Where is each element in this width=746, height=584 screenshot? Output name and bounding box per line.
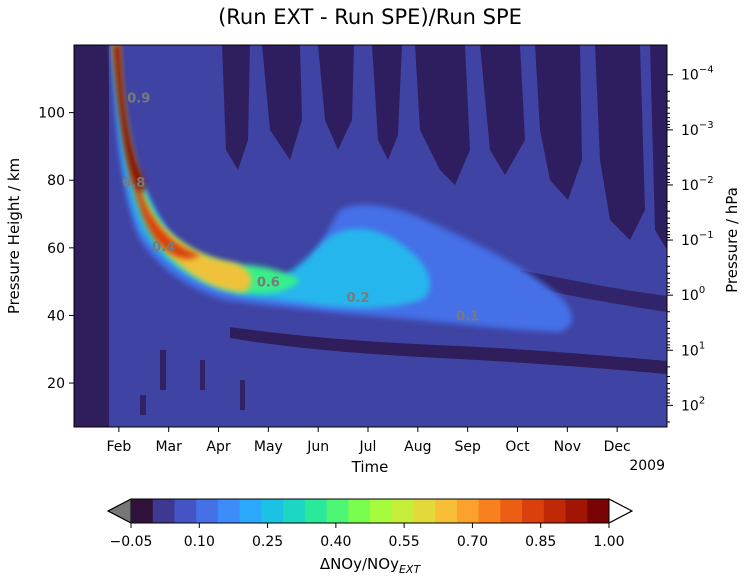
x-tick-label: Dec	[604, 439, 631, 455]
x-tick-label: Aug	[404, 439, 431, 455]
contour-label: 0.9	[127, 91, 150, 106]
colorbar-swatch	[565, 499, 588, 523]
colorbar-swatch	[456, 499, 480, 523]
colorbar-tick-label: 0.25	[252, 534, 283, 550]
x-tick-label: Nov	[554, 439, 581, 455]
colorbar-swatch	[196, 499, 219, 523]
colorbar-label-sub: EXT	[399, 563, 421, 576]
y2-tick-label: 10−2	[681, 175, 714, 194]
colorbar-swatch	[261, 499, 284, 523]
y-tick-label: 80	[47, 173, 65, 189]
colorbar-swatch	[413, 499, 436, 523]
colorbar-swatch	[326, 499, 349, 523]
heatmap-field	[74, 45, 667, 427]
field-dark-upper-right	[520, 270, 667, 312]
colorbar-swatch	[543, 499, 567, 523]
colorbar-tick-label: 0.10	[184, 534, 215, 550]
x-tick-label: Jun	[306, 439, 329, 455]
colorbar-swatch	[131, 499, 154, 523]
y2-axis-label: Pressure / hPa	[723, 187, 741, 293]
colorbar-extend-high	[608, 498, 634, 524]
x-tick-label: Apr	[206, 439, 230, 455]
field-darkred-core	[114, 45, 146, 192]
y2-tick-label: 10−1	[681, 230, 714, 249]
colorbar-tick-label: −0.05	[110, 534, 153, 550]
contour-label: 0.2	[347, 291, 370, 306]
contour-labels: 0.1 0.2 0.6 0.4 0.8 0.9	[122, 91, 479, 324]
x-tick-label: May	[254, 439, 283, 455]
colorbar-swatch	[283, 499, 306, 523]
x-axis-label: Time	[351, 458, 389, 476]
colorbar-swatch	[348, 499, 371, 523]
colorbar-label-main: ΔNOy/NOy	[320, 555, 399, 573]
contour-label: 0.6	[257, 276, 280, 291]
colorbar-swatch	[500, 499, 523, 523]
colorbar-tick-label: 0.40	[320, 534, 351, 550]
colorbar-swatch	[239, 499, 262, 523]
field-dark-column	[74, 45, 109, 427]
colorbar-swatch	[174, 499, 197, 523]
field-cyan-plume	[113, 45, 431, 308]
x-axis: Feb Mar Apr May Jun Jul Aug Sep Oct Nov Dec	[106, 427, 631, 455]
colorbar-swatch	[522, 499, 545, 523]
y-tick-label: 20	[47, 376, 65, 392]
x-tick-label: Sep	[454, 439, 481, 455]
contour-label: 0.1	[456, 310, 479, 325]
colorbar-tick-label: 1.00	[593, 534, 624, 550]
y-tick-label: 60	[47, 241, 65, 257]
colorbar-swatch	[391, 499, 414, 523]
plot-frame	[73, 44, 668, 428]
y2-tick-label: 102	[681, 395, 705, 414]
colorbar-swatch	[435, 499, 458, 523]
colorbar-swatch	[304, 499, 328, 523]
x-tick-label: Mar	[155, 439, 182, 455]
y2-tick-label: 100	[681, 285, 705, 304]
x-year-label: 2009	[629, 458, 665, 474]
colorbar-tick-label: 0.70	[457, 534, 488, 550]
field-upper-dark-streaks	[222, 45, 667, 250]
field-blue-outer	[111, 45, 572, 332]
colorbar-swatch	[217, 499, 241, 523]
colorbar-swatch	[152, 499, 175, 523]
y-axis-label: Pressure Height / km	[5, 158, 23, 314]
field-yellow-core	[114, 45, 252, 292]
x-tick-label: Feb	[106, 439, 131, 455]
y-axis-right: 10−4 10−3 10−2 10−1 100 101 102	[667, 65, 714, 423]
contour-label: 0.4	[152, 240, 175, 255]
colorbar-swatch	[370, 499, 393, 523]
y2-tick-label: 10−4	[681, 65, 714, 84]
colorbar-tick-label: 0.55	[389, 534, 420, 550]
y-tick-label: 100	[38, 106, 65, 122]
y-tick-label: 40	[47, 308, 65, 324]
contour-label: 0.8	[122, 176, 145, 191]
field-dark-lower-band	[230, 327, 667, 374]
x-tick-label: Oct	[505, 439, 530, 455]
y2-tick-label: 101	[681, 340, 705, 359]
colorbar: −0.05 0.10 0.25 0.40 0.55 0.70 0.85 1.00	[106, 498, 634, 550]
field-lower-dark-blobs	[140, 350, 245, 415]
x-tick-label: Jul	[359, 439, 377, 455]
chart-title: (Run EXT - Run SPE)/Run SPE	[218, 5, 522, 29]
y2-tick-label: 10−3	[681, 120, 714, 139]
y-axis-left: 20 40 60 80 100	[38, 106, 74, 392]
colorbar-tick-label: 0.85	[525, 534, 556, 550]
colorbar-extend-low	[106, 498, 132, 524]
colorbar-label: ΔNOy/NOyEXT	[320, 555, 422, 576]
colorbar-swatch	[478, 499, 501, 523]
colorbar-swatch	[587, 499, 610, 523]
